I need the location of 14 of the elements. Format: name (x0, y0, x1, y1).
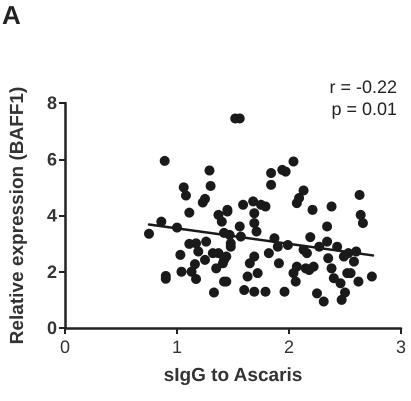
y-tick-label: 0 (46, 318, 57, 338)
x-tick-label: 0 (60, 337, 70, 357)
y-tick-label: 6 (46, 149, 57, 170)
annotation: p = 0.01 (331, 99, 398, 119)
y-tick-label: 4 (46, 206, 57, 226)
y-tick-label: 8 (46, 93, 57, 113)
x-tick-label: 1 (172, 337, 182, 357)
x-tick-label: 2 (284, 337, 294, 357)
text: A (2, 0, 21, 30)
y-tick-label: 2 (46, 262, 57, 282)
text: r = -0.22 (329, 77, 398, 97)
x-tick-label: 3 (396, 337, 406, 357)
x-axis-title: sIgG to Ascaris (164, 365, 302, 386)
y-axis-title: Relative expression (BAFF1) (7, 86, 28, 344)
